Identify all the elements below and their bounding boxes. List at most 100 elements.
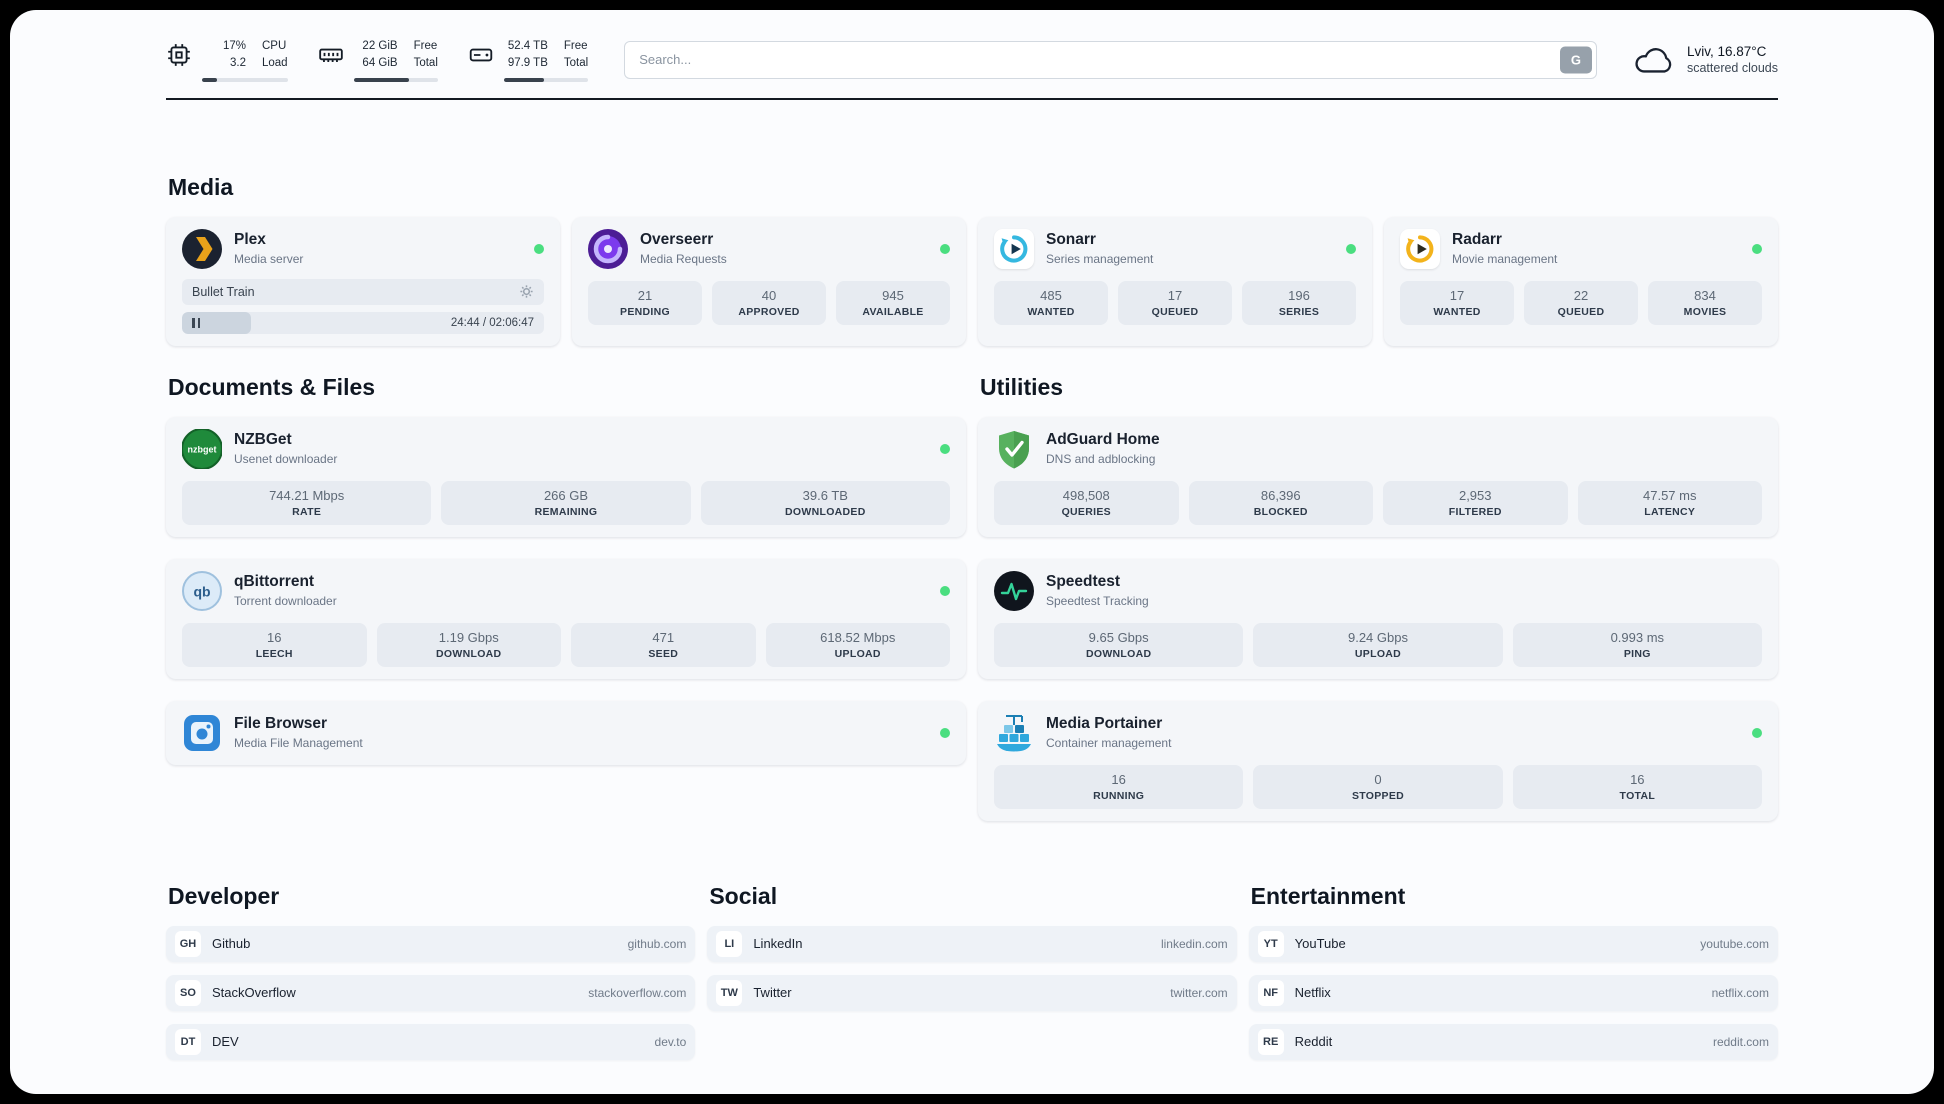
bookmark-netflix[interactable]: NF Netflix netflix.com [1248,974,1778,1011]
stat-label: QUEUED [1557,305,1605,318]
adguard-icon [999,430,1029,468]
bookmark-linkedin[interactable]: LI LinkedIn linkedin.com [707,925,1237,962]
stat-label: DOWNLOAD [1085,647,1152,660]
pause-icon[interactable] [192,317,200,328]
stat-label: REMAINING [534,505,598,518]
stat-tile: 196 SERIES [1242,280,1356,325]
status-dot [1752,727,1762,738]
bookmark-youtube[interactable]: YT YouTube youtube.com [1248,925,1778,962]
stat-tile: 744.21 Mbps RATE [182,480,432,525]
bookmark-abbr: NF [1257,979,1284,1006]
stat-label: BLOCKED [1253,505,1308,518]
bookmark-url: stackoverflow.com [588,985,687,1000]
stat-value: 21 [637,287,653,303]
app-subtitle: DNS and adblocking [1046,452,1156,466]
search-input[interactable] [624,40,1597,79]
stat-value: 196 [1288,287,1310,303]
stat-label: AVAILABLE [862,305,924,318]
cpu-label: CPU [262,40,287,52]
app-name: File Browser [234,715,328,732]
ram-icon [318,48,343,63]
app-name: Plex [234,231,266,248]
stat-label: TOTAL [1619,789,1656,802]
app-card-radarr[interactable]: Radarr Movie management 17 WANTED 22 QUE… [1384,216,1778,346]
bookmark-reddit[interactable]: RE Reddit reddit.com [1248,1023,1778,1060]
stat-label: STOPPED [1351,789,1405,802]
dashboard-page: 17% 3.2 CPU Load [10,10,1934,1094]
app-card-portainer[interactable]: Media Portainer Container management 16 … [978,700,1778,821]
disk-total-value: 97.9 TB [507,57,548,70]
settings-gear-icon[interactable] [519,284,534,299]
stat-label: LATENCY [1644,505,1696,518]
stat-value: 1.19 Gbps [438,629,499,645]
memory-widget: 22 GiB 64 GiB Free Total [318,38,438,82]
stat-label: SERIES [1278,305,1320,318]
stat-label: QUERIES [1061,505,1111,518]
status-dot [940,243,950,254]
stat-value: 744.21 Mbps [269,487,345,503]
app-subtitle: Media server [234,252,304,266]
cpu-load-label: Load [262,57,288,70]
app-subtitle: Container management [1046,736,1172,750]
app-card-overseerr[interactable]: Overseerr Media Requests 21 PENDING 40 A… [572,216,966,346]
app-card-sonarr[interactable]: Sonarr Series management 485 WANTED 17 Q… [978,216,1372,346]
app-subtitle: Media File Management [234,736,363,750]
bookmark-abbr: SO [175,979,201,1006]
stat-tile: 9.65 Gbps DOWNLOAD [994,622,1244,667]
now-playing-row: Bullet Train [182,278,544,305]
bookmark-dev[interactable]: DT DEV dev.to [166,1023,696,1060]
stat-tile: 17 QUEUED [1118,280,1232,325]
cpu-load-value: 3.2 [230,57,246,70]
memory-total-value: 64 GiB [362,57,398,70]
stat-tile: 1.19 Gbps DOWNLOAD [376,622,561,667]
app-subtitle: Usenet downloader [234,452,338,466]
stat-value: 266 GB [543,487,589,503]
overseerr-icon [588,228,628,269]
app-card-qbittorrent[interactable]: qb qBittorrent Torrent downloader 16 LEE… [166,558,966,679]
portainer-icon [997,714,1031,751]
stat-tile: 834 MOVIES [1648,280,1762,325]
memory-free-value: 22 GiB [362,40,398,52]
bookmark-stackoverflow[interactable]: SO StackOverflow stackoverflow.com [166,974,696,1011]
stat-value: 17 [1449,287,1465,303]
bookmark-abbr: YT [1257,930,1284,957]
app-name: Radarr [1452,231,1502,248]
cpu-progress-bar [202,77,288,82]
bookmark-url: twitter.com [1170,985,1228,1000]
stat-label: DOWNLOAD [436,647,502,660]
stat-tile: 47.57 ms LATENCY [1577,480,1762,525]
bookmark-url: linkedin.com [1160,936,1228,951]
app-name: Speedtest [1046,573,1121,590]
app-card-filebrowser[interactable]: File Browser Media File Management [166,700,966,765]
bookmark-url: dev.to [654,1034,687,1049]
bookmark-github[interactable]: GH Github github.com [166,925,696,962]
stat-value: 471 [652,629,675,645]
stat-tile: 485 WANTED [994,280,1108,325]
stat-tile: 17 WANTED [1400,280,1514,325]
app-card-speedtest[interactable]: Speedtest Speedtest Tracking 9.65 Gbps D… [978,558,1778,679]
status-dot [940,727,950,738]
section-title-utilities: Utilities [980,373,1064,400]
app-card-adguard[interactable]: AdGuard Home DNS and adblocking 498,508 … [978,416,1778,537]
memory-progress-bar [353,77,438,82]
radarr-icon [1400,228,1440,269]
stat-tile: 86,396 BLOCKED [1188,480,1373,525]
bookmark-url: netflix.com [1711,985,1769,1000]
search-engine-button[interactable]: G [1559,46,1592,74]
app-card-nzbget[interactable]: nzbget NZBGet Usenet downloader 744.21 M… [166,416,966,537]
stat-tile: 498,508 QUERIES [994,480,1179,525]
app-name: Overseerr [640,231,714,248]
stat-tile: 16 LEECH [182,622,367,667]
stat-value: 0 [1374,771,1382,787]
playback-progress-fill [182,311,251,334]
stat-tile: 22 QUEUED [1524,280,1638,325]
stat-label: UPLOAD [834,647,881,660]
header-divider [166,97,1778,100]
bookmark-twitter[interactable]: TW Twitter twitter.com [707,974,1237,1011]
section-title-media: Media [168,173,234,200]
app-card-plex[interactable]: Plex Media server Bullet Train [166,216,560,346]
app-subtitle: Speedtest Tracking [1046,594,1149,608]
status-dot [940,443,950,454]
disk-free-value: 52.4 TB [507,40,548,52]
plex-icon [182,228,222,269]
